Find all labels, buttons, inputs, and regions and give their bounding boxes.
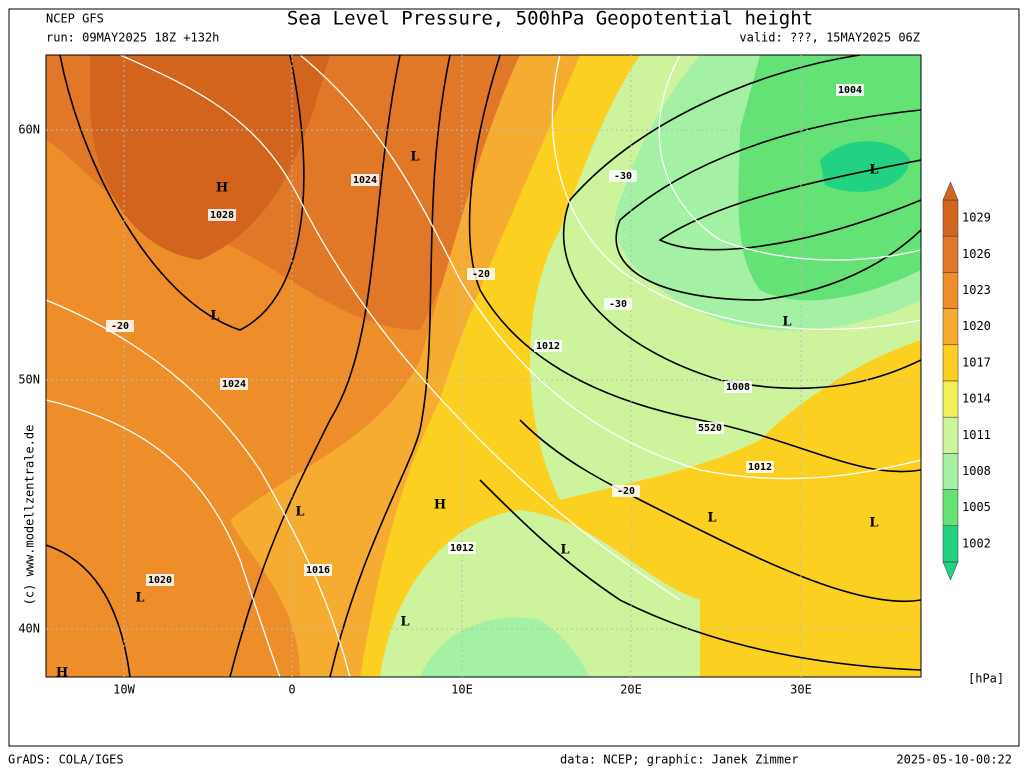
lon-label: 10E <box>451 683 473 697</box>
colorbar-label: 1014 <box>962 392 991 406</box>
label-bg <box>612 485 640 497</box>
lon-label: 20E <box>620 683 642 697</box>
contour-label: -30 <box>609 299 627 310</box>
colorbar-cap <box>942 181 959 201</box>
field <box>820 141 910 192</box>
label-bg <box>746 461 774 473</box>
contour-label: 1008 <box>726 382 750 393</box>
colorbar-cell <box>942 489 959 527</box>
colorbar-cell <box>942 308 959 346</box>
frame <box>8 8 1020 747</box>
title: Sea Level Pressure, 500hPa Geopotential … <box>287 8 813 30</box>
valid: valid: ???, 15MAY2025 06Z <box>739 31 920 45</box>
label-bg <box>146 574 174 586</box>
label-bg <box>351 174 379 186</box>
pressure-center: L <box>410 150 419 165</box>
label-bg <box>534 340 562 352</box>
run: run: 09MAY2025 18Z +132h <box>46 31 219 45</box>
contour-label: -20 <box>472 269 490 280</box>
lat-label: 40N <box>18 622 40 636</box>
pressure-center: L <box>869 163 878 178</box>
label-bg <box>604 298 632 310</box>
lon-label: 30E <box>790 683 812 697</box>
copyright: (c) www.modellzentrale.de <box>23 425 37 606</box>
contour-label: 1024 <box>353 175 377 186</box>
colorbar-label: 1011 <box>962 428 991 442</box>
label-bg <box>208 209 236 221</box>
label-bg <box>106 320 134 332</box>
label-bg <box>836 84 864 96</box>
pressure-center: L <box>210 309 219 324</box>
pressure-center: L <box>400 615 409 630</box>
label-bg <box>467 268 495 280</box>
colorbar-label: 1020 <box>962 319 991 333</box>
label-bg <box>448 542 476 554</box>
isobars <box>46 55 921 677</box>
colorbar-cap <box>942 561 959 581</box>
field <box>90 55 330 260</box>
label-bg <box>220 378 248 390</box>
contour-label: 1020 <box>148 575 172 586</box>
colorbar-cell <box>942 380 959 418</box>
contour-label: -30 <box>614 171 632 182</box>
contour-label: -20 <box>617 486 635 497</box>
colorbar-label: 1005 <box>962 500 991 514</box>
lon-label: 0 <box>288 683 295 697</box>
contour-label: 1016 <box>306 565 330 576</box>
colorbar-label: 1023 <box>962 283 991 297</box>
pressure-center: H <box>56 666 68 681</box>
colorbar-cell <box>942 272 959 309</box>
colorbar-cell <box>942 199 959 237</box>
colorbar-cell <box>942 344 959 382</box>
pressure-center: L <box>782 315 791 330</box>
unit: [hPa] <box>968 672 1004 686</box>
pressure-center: L <box>295 505 304 520</box>
footer-center: data: NCEP; graphic: Janek Zimmer <box>560 753 798 767</box>
colorbar-cell <box>942 525 959 563</box>
colorbar-label: 1008 <box>962 464 991 478</box>
colorbar-label: 1017 <box>962 355 991 369</box>
field <box>420 617 590 677</box>
contour-label: 1012 <box>748 462 772 473</box>
contour-label: -20 <box>111 321 129 332</box>
contour-label: 1028 <box>210 210 234 221</box>
contour-label: 1004 <box>838 85 862 96</box>
pressure-center: L <box>869 516 878 531</box>
colorbar-cell <box>942 416 959 454</box>
label-bg <box>609 170 637 182</box>
pressure-center: L <box>135 591 144 606</box>
label-bg <box>696 422 724 434</box>
map-border <box>45 54 922 678</box>
pressure-center: H <box>216 181 228 196</box>
lat-label: 50N <box>18 373 40 387</box>
label-bg <box>304 564 332 576</box>
colorbar-cell <box>942 453 959 490</box>
lat-label: 60N <box>18 123 40 137</box>
footer-left: GrADS: COLA/IGES <box>8 753 124 767</box>
contour-label: 1012 <box>536 341 560 352</box>
map <box>46 55 921 677</box>
pressure-center: H <box>434 498 446 513</box>
label-bg <box>724 381 752 393</box>
colorbar-cell <box>942 235 959 273</box>
colorbar-label: 1026 <box>962 247 991 261</box>
geopotential <box>46 55 921 677</box>
contour-label: 5520 <box>698 423 722 434</box>
colorbar-label: 1002 <box>962 536 991 550</box>
model: NCEP GFS <box>46 12 104 26</box>
lon-label: 10W <box>113 683 135 697</box>
colorbar-label: 1029 <box>962 211 991 225</box>
contour-label: 1024 <box>222 379 246 390</box>
footer-right: 2025-05-10-00:22 <box>896 753 1012 767</box>
pressure-center: L <box>560 543 569 558</box>
pressure-center: L <box>707 511 716 526</box>
contour-label: 1012 <box>450 543 474 554</box>
